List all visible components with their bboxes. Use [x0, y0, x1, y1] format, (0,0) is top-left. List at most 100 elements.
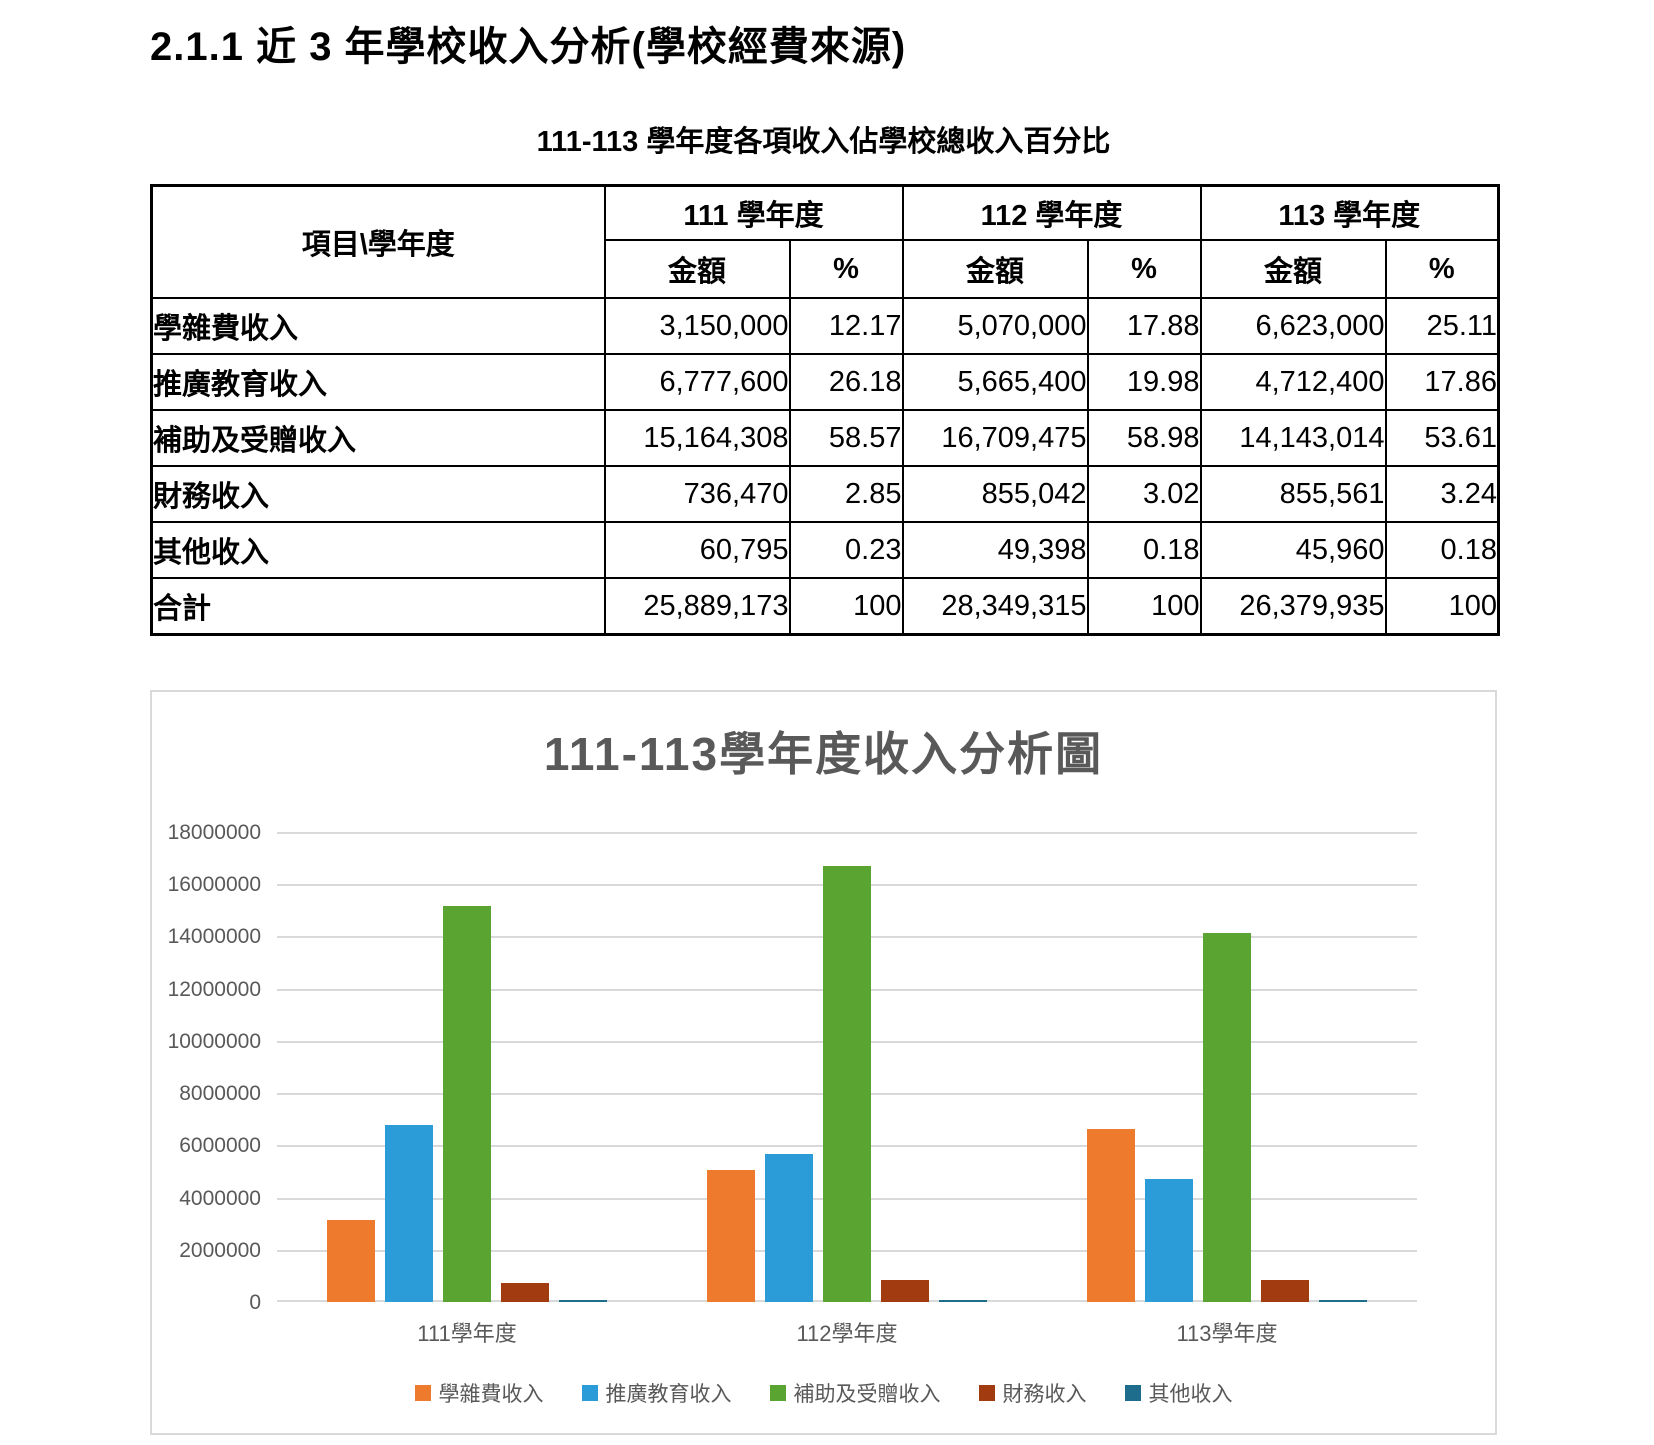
- income-table-body: 學雜費收入 3,150,000 12.17 5,070,000 17.88 6,623,0…: [150, 297, 1500, 636]
- x-axis-label: 111學年度: [417, 1321, 517, 1346]
- amount-cell: 5,665,400: [901, 353, 1089, 411]
- amount-cell: 6,777,600: [603, 353, 791, 411]
- income-table: 項目\學年度 111 學年度 112 學年度 113 學年度 金額 % 金額 %…: [150, 184, 1500, 636]
- amount-cell: 14,143,014: [1199, 409, 1387, 467]
- x-axis-label: 113學年度: [1176, 1321, 1278, 1346]
- x-axis-label: 112學年度: [796, 1321, 898, 1346]
- bar-財務收入: [881, 1280, 929, 1302]
- percent-cell: 19.98: [1086, 353, 1202, 411]
- bar-推廣教育收入: [385, 1125, 433, 1302]
- percent-cell: 0.23: [788, 521, 904, 579]
- chart-title: 111-113學年度收入分析圖: [543, 728, 1104, 780]
- amount-cell: 736,470: [603, 465, 791, 523]
- amount-cell: 49,398: [901, 521, 1089, 579]
- percent-cell: 17.88: [1086, 297, 1202, 355]
- year-header-113: 113 學年度: [1199, 184, 1500, 241]
- table-row: 財務收入 736,470 2.85 855,042 3.02 855,561 3.24: [150, 465, 1500, 523]
- percent-header-113: %: [1384, 239, 1500, 299]
- amount-cell: 60,795: [603, 521, 791, 579]
- legend-label: 補助及受贈收入: [793, 1383, 941, 1406]
- legend-swatch: [414, 1385, 431, 1401]
- corner-header: 項目\學年度: [150, 184, 606, 299]
- amount-cell: 855,042: [901, 465, 1089, 523]
- legend-swatch: [769, 1385, 786, 1401]
- bar-group-111學年度: [277, 832, 657, 1302]
- table-row: 其他收入 60,795 0.23 49,398 0.18 45,960 0.18: [150, 521, 1500, 579]
- row-item-label: 學雜費收入: [150, 297, 606, 355]
- y-tick-label: 18000000: [167, 821, 261, 844]
- percent-cell: 58.57: [788, 409, 904, 467]
- legend-label: 財務收入: [1002, 1383, 1087, 1406]
- legend-item: 其他收入: [1124, 1378, 1233, 1408]
- percent-cell: 100: [1384, 577, 1500, 636]
- bar-財務收入: [1261, 1280, 1309, 1302]
- legend-label: 其他收入: [1148, 1383, 1233, 1406]
- year-header-111: 111 學年度: [603, 184, 904, 241]
- y-tick-label: 16000000: [167, 873, 261, 897]
- section-heading: 2.1.1 近 3 年學校收入分析(學校經費來源): [150, 25, 907, 69]
- table-row: 學雜費收入 3,150,000 12.17 5,070,000 17.88 6,623,0…: [150, 297, 1500, 355]
- bar-補助及受贈收入: [1203, 933, 1251, 1302]
- percent-cell: 100: [788, 577, 904, 636]
- percent-cell: 17.86: [1384, 353, 1500, 411]
- gridline: [277, 832, 1417, 834]
- amount-cell: 16,709,475: [901, 409, 1089, 467]
- y-tick-label: 14000000: [167, 925, 261, 949]
- legend-swatch: [581, 1385, 598, 1401]
- y-tick-label: 2000000: [179, 1238, 261, 1262]
- bar-推廣教育收入: [765, 1154, 813, 1302]
- chart-area: 18000000 16000000 14000000 12000000 10000000…: [152, 821, 1495, 1348]
- amount-cell: 26,379,935: [1199, 577, 1387, 636]
- chart-legend: 學雜費收入 推廣教育收入 補助及受贈收入 財務收入 其他收入: [152, 1378, 1495, 1408]
- amount-cell: 25,889,173: [603, 577, 791, 636]
- plot-area: [277, 832, 1417, 1302]
- row-item-label: 其他收入: [150, 521, 606, 579]
- y-tick-label: 4000000: [179, 1186, 261, 1210]
- percent-cell: 3.02: [1086, 465, 1202, 523]
- legend-item: 財務收入: [978, 1378, 1087, 1408]
- amount-cell: 4,712,400: [1199, 353, 1387, 411]
- percent-cell: 58.98: [1086, 409, 1202, 467]
- bar-其他收入: [939, 1300, 987, 1302]
- row-item-label: 財務收入: [150, 465, 606, 523]
- amount-header-111: 金額: [603, 239, 791, 299]
- percent-header-111: %: [788, 239, 904, 299]
- y-tick-label: 6000000: [179, 1134, 261, 1158]
- amount-cell: 6,623,000: [1199, 297, 1387, 355]
- x-axis: 111學年度 112學年度 113學年度: [277, 1316, 1417, 1348]
- percent-cell: 25.11: [1384, 297, 1500, 355]
- bar-group-113學年度: [1037, 832, 1417, 1302]
- percent-cell: 100: [1086, 577, 1202, 636]
- percent-cell: 0.18: [1384, 521, 1500, 579]
- bar-補助及受贈收入: [823, 866, 871, 1302]
- amount-cell: 855,561: [1199, 465, 1387, 523]
- bar-學雜費收入: [1087, 1129, 1135, 1302]
- percent-cell: 3.24: [1384, 465, 1500, 523]
- amount-cell: 5,070,000: [901, 297, 1089, 355]
- bar-學雜費收入: [327, 1220, 375, 1302]
- amount-cell: 3,150,000: [603, 297, 791, 355]
- plot-wrap: 111學年度 112學年度 113學年度: [277, 832, 1417, 1348]
- y-tick-label: 0: [249, 1291, 261, 1314]
- legend-swatch: [978, 1385, 995, 1401]
- table-header-subs: 金額 % 金額 % 金額 %: [152, 239, 1500, 299]
- legend-item: 推廣教育收入: [581, 1378, 732, 1408]
- bar-其他收入: [1319, 1300, 1367, 1302]
- percent-cell: 0.18: [1086, 521, 1202, 579]
- y-axis: 18000000 16000000 14000000 12000000 10000000…: [152, 821, 277, 1314]
- table-row: 推廣教育收入 6,777,600 26.18 5,665,400 19.98 4,712,…: [150, 353, 1500, 411]
- amount-header-112: 金額: [901, 239, 1089, 299]
- bar-其他收入: [559, 1300, 607, 1302]
- bar-推廣教育收入: [1145, 1179, 1193, 1302]
- amount-header-113: 金額: [1199, 239, 1387, 299]
- row-item-label: 補助及受贈收入: [150, 409, 606, 467]
- table-header-years: 項目\學年度 111 學年度 112 學年度 113 學年度: [150, 184, 1500, 299]
- year-header-112: 112 學年度: [901, 184, 1202, 241]
- percent-header-112: %: [1086, 239, 1202, 299]
- percent-cell: 12.17: [788, 297, 904, 355]
- legend-label: 學雜費收入: [438, 1383, 544, 1406]
- y-tick-label: 10000000: [167, 1029, 261, 1053]
- legend-swatch: [1124, 1385, 1141, 1401]
- y-tick-label: 8000000: [179, 1082, 261, 1106]
